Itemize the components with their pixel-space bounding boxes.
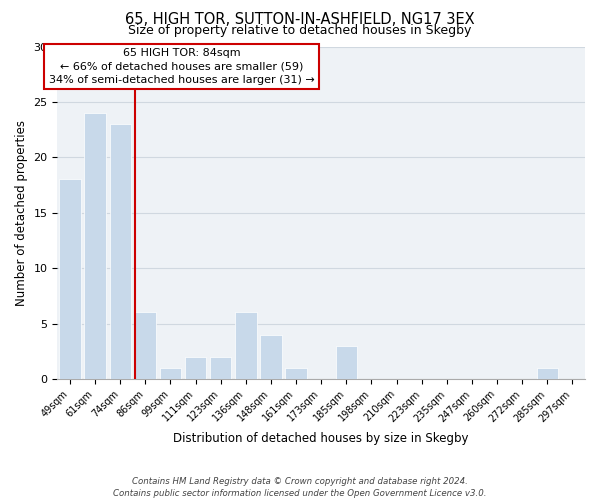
Bar — [134, 312, 156, 379]
Bar — [110, 124, 131, 379]
Y-axis label: Number of detached properties: Number of detached properties — [15, 120, 28, 306]
Text: 65 HIGH TOR: 84sqm
← 66% of detached houses are smaller (59)
34% of semi-detache: 65 HIGH TOR: 84sqm ← 66% of detached hou… — [49, 48, 314, 84]
Bar — [210, 357, 232, 379]
X-axis label: Distribution of detached houses by size in Skegby: Distribution of detached houses by size … — [173, 432, 469, 445]
Bar — [536, 368, 558, 379]
Bar — [59, 180, 80, 379]
Text: 65, HIGH TOR, SUTTON-IN-ASHFIELD, NG17 3EX: 65, HIGH TOR, SUTTON-IN-ASHFIELD, NG17 3… — [125, 12, 475, 28]
Bar — [85, 113, 106, 379]
Text: Contains HM Land Registry data © Crown copyright and database right 2024.
Contai: Contains HM Land Registry data © Crown c… — [113, 476, 487, 498]
Bar — [235, 312, 257, 379]
Bar — [286, 368, 307, 379]
Text: Size of property relative to detached houses in Skegby: Size of property relative to detached ho… — [128, 24, 472, 37]
Bar — [160, 368, 181, 379]
Bar — [335, 346, 357, 379]
Bar — [260, 334, 281, 379]
Bar — [185, 357, 206, 379]
